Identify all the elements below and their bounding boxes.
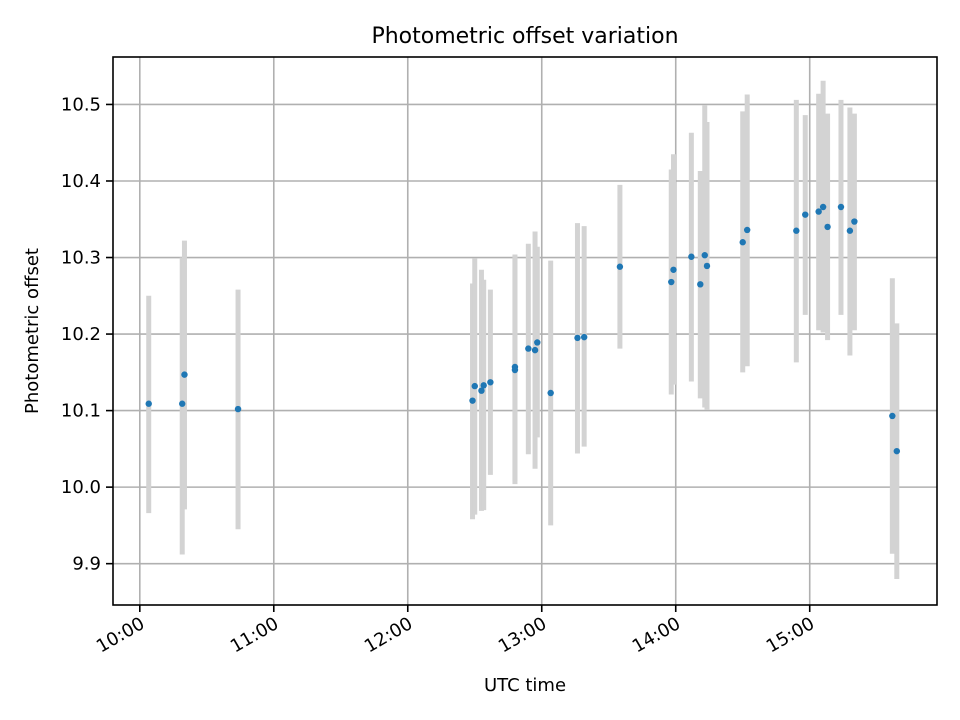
data-point [547,389,554,397]
data-point [511,363,519,371]
data-point [837,203,845,211]
chart-title: Photometric offset variation [371,24,678,49]
data-point [802,211,809,218]
data-point [824,223,831,231]
data-point [234,405,242,413]
y-tick-label: 10.1 [61,401,101,422]
y-axis-ticks: 9.9 10.0 10.1 10.2 10.3 10.4 10.5 [61,94,113,575]
data-point [846,227,854,234]
data-point [478,387,485,394]
data-point [487,379,494,386]
data-point [739,239,746,246]
y-tick-label: 10.5 [61,94,101,115]
data-point [668,278,675,286]
data-point [893,447,901,455]
plot-frame [112,56,938,606]
y-tick-label: 9.9 [72,554,101,575]
data-point [616,263,624,270]
y-tick-label: 10.2 [61,324,101,345]
y-tick-label: 10.3 [61,248,101,269]
data-point [670,266,677,273]
data-point [181,371,188,378]
data-point [697,281,704,288]
grid-lines [113,57,937,605]
data-point [819,203,827,211]
y-tick-label: 10.0 [61,477,101,498]
data-point [815,208,822,215]
data-point [179,400,186,407]
data-point [471,382,478,390]
y-axis-label: Photometric offset [22,248,43,414]
data-points [145,203,901,455]
data-point [574,334,581,342]
data-point [525,345,532,352]
data-point [534,339,541,346]
data-point [480,382,487,389]
y-tick-label: 10.4 [61,171,101,192]
data-point [851,218,858,225]
x-axis-label: UTC time [484,675,566,696]
data-point [580,333,588,341]
data-point [701,252,708,259]
data-point [889,412,896,420]
data-point [743,226,751,234]
data-point [469,397,476,404]
data-point [703,262,711,270]
data-point [688,253,695,260]
data-point [531,346,539,354]
data-point [145,400,152,407]
data-point [793,227,800,234]
